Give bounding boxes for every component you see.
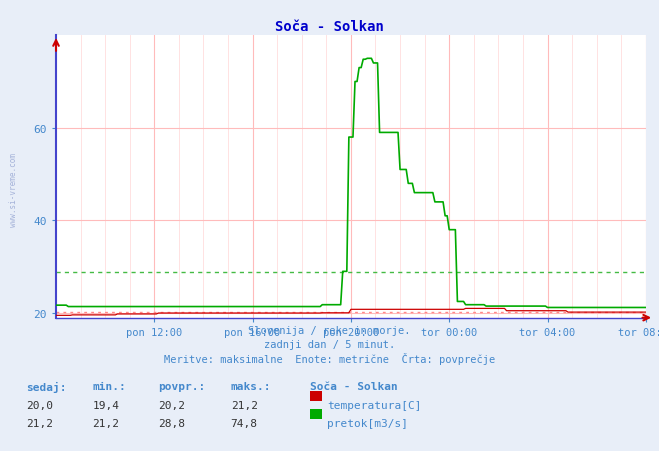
Text: 19,4: 19,4: [92, 400, 119, 410]
Text: 20,2: 20,2: [158, 400, 185, 410]
Text: 21,2: 21,2: [92, 418, 119, 428]
Text: min.:: min.:: [92, 381, 126, 391]
Text: Slovenija / reke in morje.: Slovenija / reke in morje.: [248, 326, 411, 336]
Text: 21,2: 21,2: [231, 400, 258, 410]
Text: 20,0: 20,0: [26, 400, 53, 410]
Text: 74,8: 74,8: [231, 418, 258, 428]
Text: temperatura[C]: temperatura[C]: [327, 400, 421, 410]
Text: sedaj:: sedaj:: [26, 381, 67, 392]
Text: 21,2: 21,2: [26, 418, 53, 428]
Text: Soča - Solkan: Soča - Solkan: [275, 20, 384, 34]
Text: pretok[m3/s]: pretok[m3/s]: [327, 418, 408, 428]
Text: maks.:: maks.:: [231, 381, 271, 391]
Text: zadnji dan / 5 minut.: zadnji dan / 5 minut.: [264, 339, 395, 349]
Text: www.si-vreme.com: www.si-vreme.com: [9, 152, 18, 226]
Text: povpr.:: povpr.:: [158, 381, 206, 391]
Text: Meritve: maksimalne  Enote: metrične  Črta: povprečje: Meritve: maksimalne Enote: metrične Črta…: [164, 353, 495, 365]
Text: 28,8: 28,8: [158, 418, 185, 428]
Text: Soča - Solkan: Soča - Solkan: [310, 381, 397, 391]
